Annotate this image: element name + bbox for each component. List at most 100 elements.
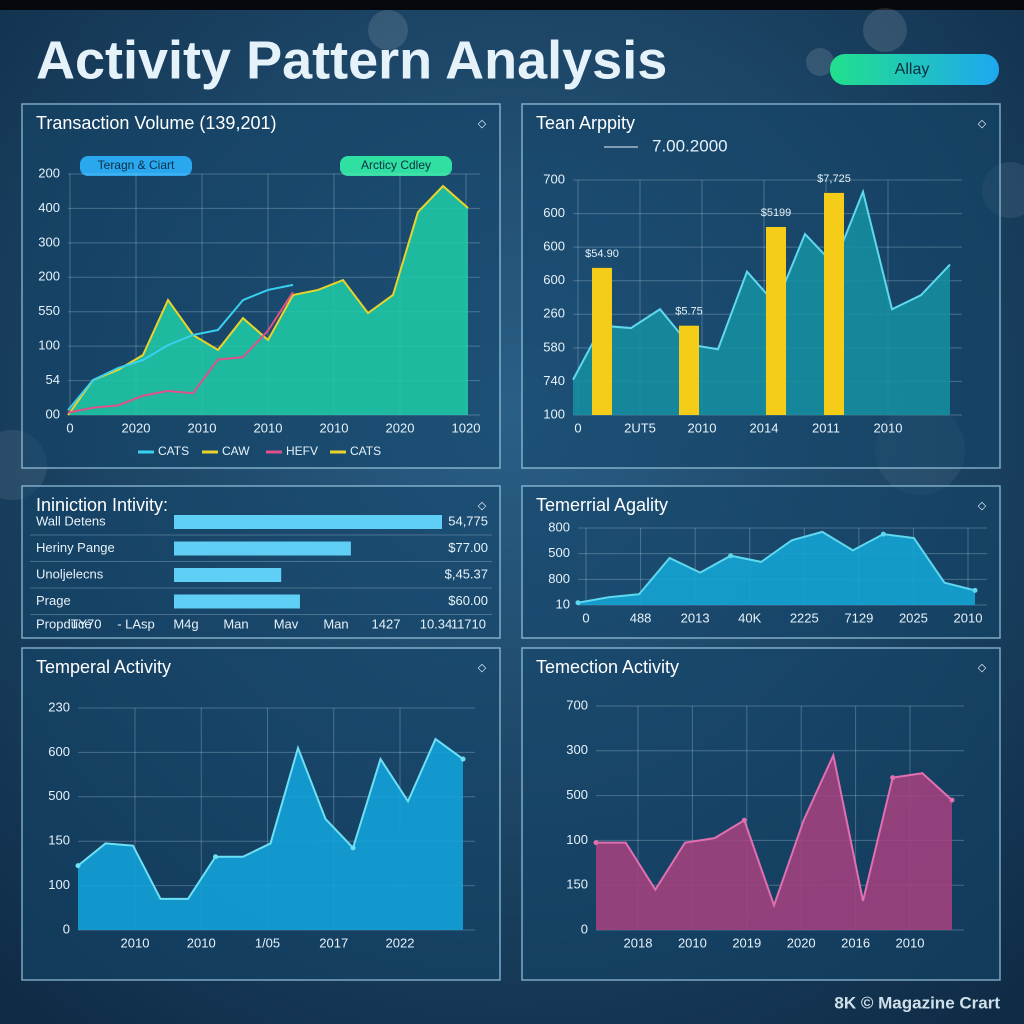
y-tick-label: 500 bbox=[548, 545, 570, 560]
y-tick-label: 100 bbox=[48, 877, 70, 892]
x-tick-label: 2010 bbox=[320, 420, 349, 435]
y-tick-label: 740 bbox=[543, 373, 565, 388]
x-tick-label: 2010 bbox=[688, 420, 717, 435]
footer-label: Mav bbox=[274, 616, 299, 631]
legend-label: CAW bbox=[222, 444, 250, 458]
y-tick-label: 100 bbox=[38, 338, 60, 353]
point bbox=[593, 840, 599, 846]
bubble bbox=[806, 48, 834, 76]
footer-label: 10.34 bbox=[420, 616, 453, 631]
x-tick-label: 2010 bbox=[254, 420, 283, 435]
point bbox=[75, 863, 81, 869]
y-tick-label: 230 bbox=[48, 699, 70, 714]
x-tick-label: 2017 bbox=[319, 935, 348, 950]
x-tick-label: 2020 bbox=[122, 420, 151, 435]
x-tick-label: 2010 bbox=[874, 420, 903, 435]
bar-label: $54.90 bbox=[585, 248, 619, 260]
bar bbox=[174, 515, 442, 529]
footer-label: M4g bbox=[173, 616, 198, 631]
point bbox=[890, 775, 896, 781]
panel-title: Temperal Activity bbox=[36, 657, 171, 677]
y-tick-label: 600 bbox=[543, 205, 565, 220]
x-tick-label: 2010 bbox=[678, 935, 707, 950]
row-note: $77.00 bbox=[448, 540, 488, 555]
x-tick-label: 40K bbox=[738, 610, 761, 625]
x-tick-label: 7129 bbox=[844, 610, 873, 625]
x-tick-label: 2014 bbox=[750, 420, 779, 435]
row-note: $,45.37 bbox=[445, 566, 488, 581]
row-label: Wall Detens bbox=[36, 513, 106, 528]
y-tick-label: 200 bbox=[38, 165, 60, 180]
footer-label: - LAsp bbox=[117, 616, 155, 631]
y-tick-label: 150 bbox=[566, 877, 588, 892]
x-tick-label: 2013 bbox=[681, 610, 710, 625]
footer-label: Man bbox=[323, 616, 348, 631]
y-tick-label: 700 bbox=[543, 171, 565, 186]
footer-label: 11710 bbox=[451, 616, 486, 631]
area bbox=[68, 186, 468, 415]
x-tick-label: 2225 bbox=[790, 610, 819, 625]
point bbox=[728, 553, 734, 559]
bar bbox=[174, 541, 351, 556]
y-tick-label: 580 bbox=[543, 339, 565, 354]
x-tick-label: 2019 bbox=[732, 935, 761, 950]
x-tick-label: 2010 bbox=[188, 420, 217, 435]
y-tick-label: 500 bbox=[566, 787, 588, 802]
point bbox=[949, 797, 955, 803]
y-tick-label: 54 bbox=[46, 372, 60, 387]
badge-label: Arcticy Cdley bbox=[361, 158, 431, 172]
y-tick-label: 260 bbox=[543, 306, 565, 321]
y-tick-label: 300 bbox=[38, 234, 60, 249]
x-tick-label: 0 bbox=[66, 420, 73, 435]
x-tick-label: 2020 bbox=[787, 935, 816, 950]
row-label: Prage bbox=[36, 593, 71, 608]
x-tick-label: 0 bbox=[582, 610, 589, 625]
area bbox=[578, 531, 975, 605]
panel-menu: ◇ bbox=[478, 662, 487, 674]
y-tick-label: 10 bbox=[556, 596, 570, 611]
panel-menu: ◇ bbox=[978, 662, 987, 674]
point bbox=[350, 845, 356, 851]
x-tick-label: 488 bbox=[630, 610, 652, 625]
y-tick-label: 0 bbox=[581, 921, 588, 936]
row-label: Unoljelecns bbox=[36, 566, 104, 581]
top-bar bbox=[0, 0, 1024, 10]
x-tick-label: 2016 bbox=[841, 935, 870, 950]
point bbox=[575, 600, 581, 606]
x-tick-label: 1/05 bbox=[255, 935, 280, 950]
y-tick-label: 100 bbox=[566, 832, 588, 847]
bar-label: $5199 bbox=[761, 207, 792, 219]
bar bbox=[766, 227, 786, 415]
panel-title: Transaction Volume (139,201) bbox=[36, 113, 276, 133]
x-tick-label: 1020 bbox=[452, 420, 481, 435]
allay-button-label[interactable]: Allay bbox=[895, 61, 930, 78]
panel-menu: ◇ bbox=[978, 118, 987, 130]
line bbox=[67, 283, 294, 411]
x-tick-label: 2022 bbox=[386, 935, 415, 950]
x-tick-label: 2018 bbox=[624, 935, 653, 950]
y-tick-label: 00 bbox=[46, 406, 60, 421]
y-tick-label: 700 bbox=[566, 697, 588, 712]
point bbox=[741, 817, 747, 823]
x-tick-label: 2011 bbox=[812, 420, 840, 435]
bar-label: $5.75 bbox=[675, 306, 703, 318]
panel-menu: ◇ bbox=[978, 500, 987, 512]
bar bbox=[174, 568, 282, 582]
y-tick-label: 100 bbox=[543, 406, 565, 421]
row-note: 54,775 bbox=[448, 513, 488, 528]
x-tick-label: 2010 bbox=[896, 935, 925, 950]
x-tick-label: 0 bbox=[574, 420, 581, 435]
allay-button[interactable] bbox=[830, 54, 999, 85]
badge-label: Teragn & Ciart bbox=[98, 158, 175, 172]
y-tick-label: 400 bbox=[38, 200, 60, 215]
y-tick-label: 550 bbox=[38, 303, 60, 318]
y-tick-label: 200 bbox=[38, 269, 60, 284]
y-tick-label: 300 bbox=[566, 742, 588, 757]
footer-label: Man bbox=[223, 616, 248, 631]
panel-title: Tean Arppity bbox=[536, 113, 635, 133]
y-tick-label: 600 bbox=[543, 272, 565, 287]
panel-subtitle: 7.00.2000 bbox=[652, 136, 728, 155]
y-tick-label: 800 bbox=[548, 519, 570, 534]
y-tick-label: 600 bbox=[543, 239, 565, 254]
